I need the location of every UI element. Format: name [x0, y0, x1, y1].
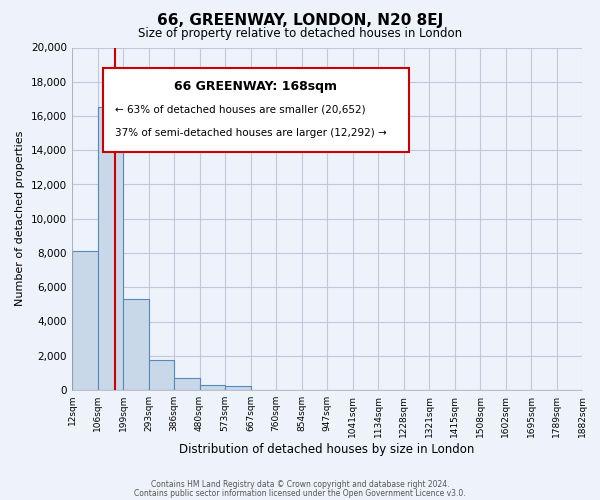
Text: 37% of semi-detached houses are larger (12,292) →: 37% of semi-detached houses are larger (… — [115, 128, 387, 138]
Text: 66 GREENWAY: 168sqm: 66 GREENWAY: 168sqm — [174, 80, 337, 93]
Bar — [199, 385, 225, 390]
Text: Size of property relative to detached houses in London: Size of property relative to detached ho… — [138, 28, 462, 40]
FancyBboxPatch shape — [103, 68, 409, 152]
Y-axis label: Number of detached properties: Number of detached properties — [16, 131, 25, 306]
Bar — [97, 108, 123, 390]
Bar — [123, 299, 149, 390]
Bar — [72, 252, 97, 390]
Bar — [225, 386, 251, 390]
Bar — [174, 378, 199, 390]
Text: ← 63% of detached houses are smaller (20,652): ← 63% of detached houses are smaller (20… — [115, 104, 366, 114]
Text: 66, GREENWAY, LONDON, N20 8EJ: 66, GREENWAY, LONDON, N20 8EJ — [157, 12, 443, 28]
Text: Contains HM Land Registry data © Crown copyright and database right 2024.: Contains HM Land Registry data © Crown c… — [151, 480, 449, 489]
Text: Contains public sector information licensed under the Open Government Licence v3: Contains public sector information licen… — [134, 488, 466, 498]
Bar — [149, 360, 174, 390]
X-axis label: Distribution of detached houses by size in London: Distribution of detached houses by size … — [179, 442, 475, 456]
